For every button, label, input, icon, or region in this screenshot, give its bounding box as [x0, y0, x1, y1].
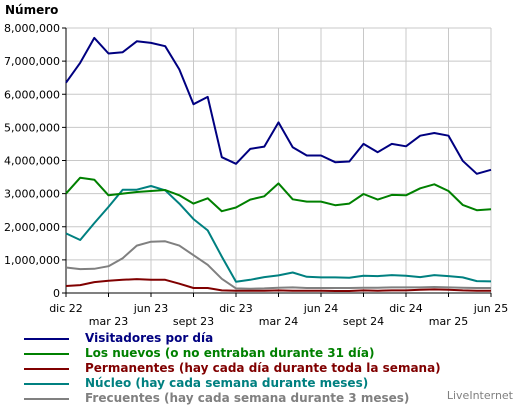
series-line-2 — [65, 278, 491, 292]
legend-swatch — [24, 382, 69, 385]
x-tick-label: mar 25 — [429, 315, 468, 328]
x-tick-label: sept 24 — [343, 315, 384, 328]
x-tick-label: dic 23 — [219, 302, 253, 315]
legend-label: Visitadores por día — [85, 331, 214, 345]
legend-item: Permanentes (hay cada día durante toda l… — [24, 361, 441, 376]
y-tick-label: 2,000,000 — [4, 221, 60, 234]
series-line-4 — [65, 240, 491, 290]
legend-swatch — [24, 367, 69, 370]
legend: Visitadores por día Los nuevos (o no entr… — [24, 331, 441, 406]
series-line-0 — [65, 36, 492, 175]
x-tick-label: mar 23 — [89, 315, 128, 328]
tick-labels: 0 1,000,000 2,000,000 3,000,000 4,000,000 5,0… — [4, 22, 508, 328]
legend-item: Visitadores por día — [24, 331, 441, 346]
y-tick-label: 1,000,000 — [4, 254, 60, 267]
x-tick-label: dic 24 — [389, 302, 423, 315]
y-tick-label: 6,000,000 — [4, 88, 60, 101]
line-chart: 0 1,000,000 2,000,000 3,000,000 4,000,000 5,0… — [4, 3, 508, 328]
axes — [62, 27, 492, 297]
legend-swatch — [24, 397, 69, 400]
x-tick-label: sept 23 — [173, 315, 214, 328]
x-tick-label: jun 25 — [473, 302, 509, 315]
legend-label: Los nuevos (o no entraban durante 31 día… — [85, 346, 375, 360]
legend-swatch — [24, 337, 69, 340]
grid — [65, 27, 492, 294]
watermark-text: LiveInternet — [446, 389, 513, 402]
legend-item: Los nuevos (o no entraban durante 31 día… — [24, 346, 441, 361]
legend-label: Núcleo (hay cada semana durante meses) — [85, 376, 369, 390]
x-tick-label: mar 24 — [259, 315, 298, 328]
legend-label: Frecuentes (hay cada semana durante 3 me… — [85, 391, 410, 405]
y-tick-label: 3,000,000 — [4, 188, 60, 201]
x-tick-label: dic 22 — [49, 302, 83, 315]
legend-item: Núcleo (hay cada semana durante meses) — [24, 376, 441, 391]
legend-swatch — [24, 352, 69, 355]
x-tick-label: jun 24 — [303, 302, 339, 315]
y-tick-label: 4,000,000 — [4, 155, 60, 168]
y-tick-label: 7,000,000 — [4, 55, 60, 68]
x-tick-label: jun 23 — [133, 302, 169, 315]
legend-label: Permanentes (hay cada día durante toda l… — [85, 361, 441, 375]
y-tick-label: 8,000,000 — [4, 22, 60, 35]
legend-item: Frecuentes (hay cada semana durante 3 me… — [24, 391, 441, 406]
series-line-1 — [65, 176, 492, 213]
series-line-3 — [65, 185, 492, 283]
y-tick-label: 0 — [53, 287, 60, 300]
y-tick-label: 5,000,000 — [4, 121, 60, 134]
series-lines — [65, 36, 492, 292]
y-axis-label: Número — [5, 3, 58, 17]
